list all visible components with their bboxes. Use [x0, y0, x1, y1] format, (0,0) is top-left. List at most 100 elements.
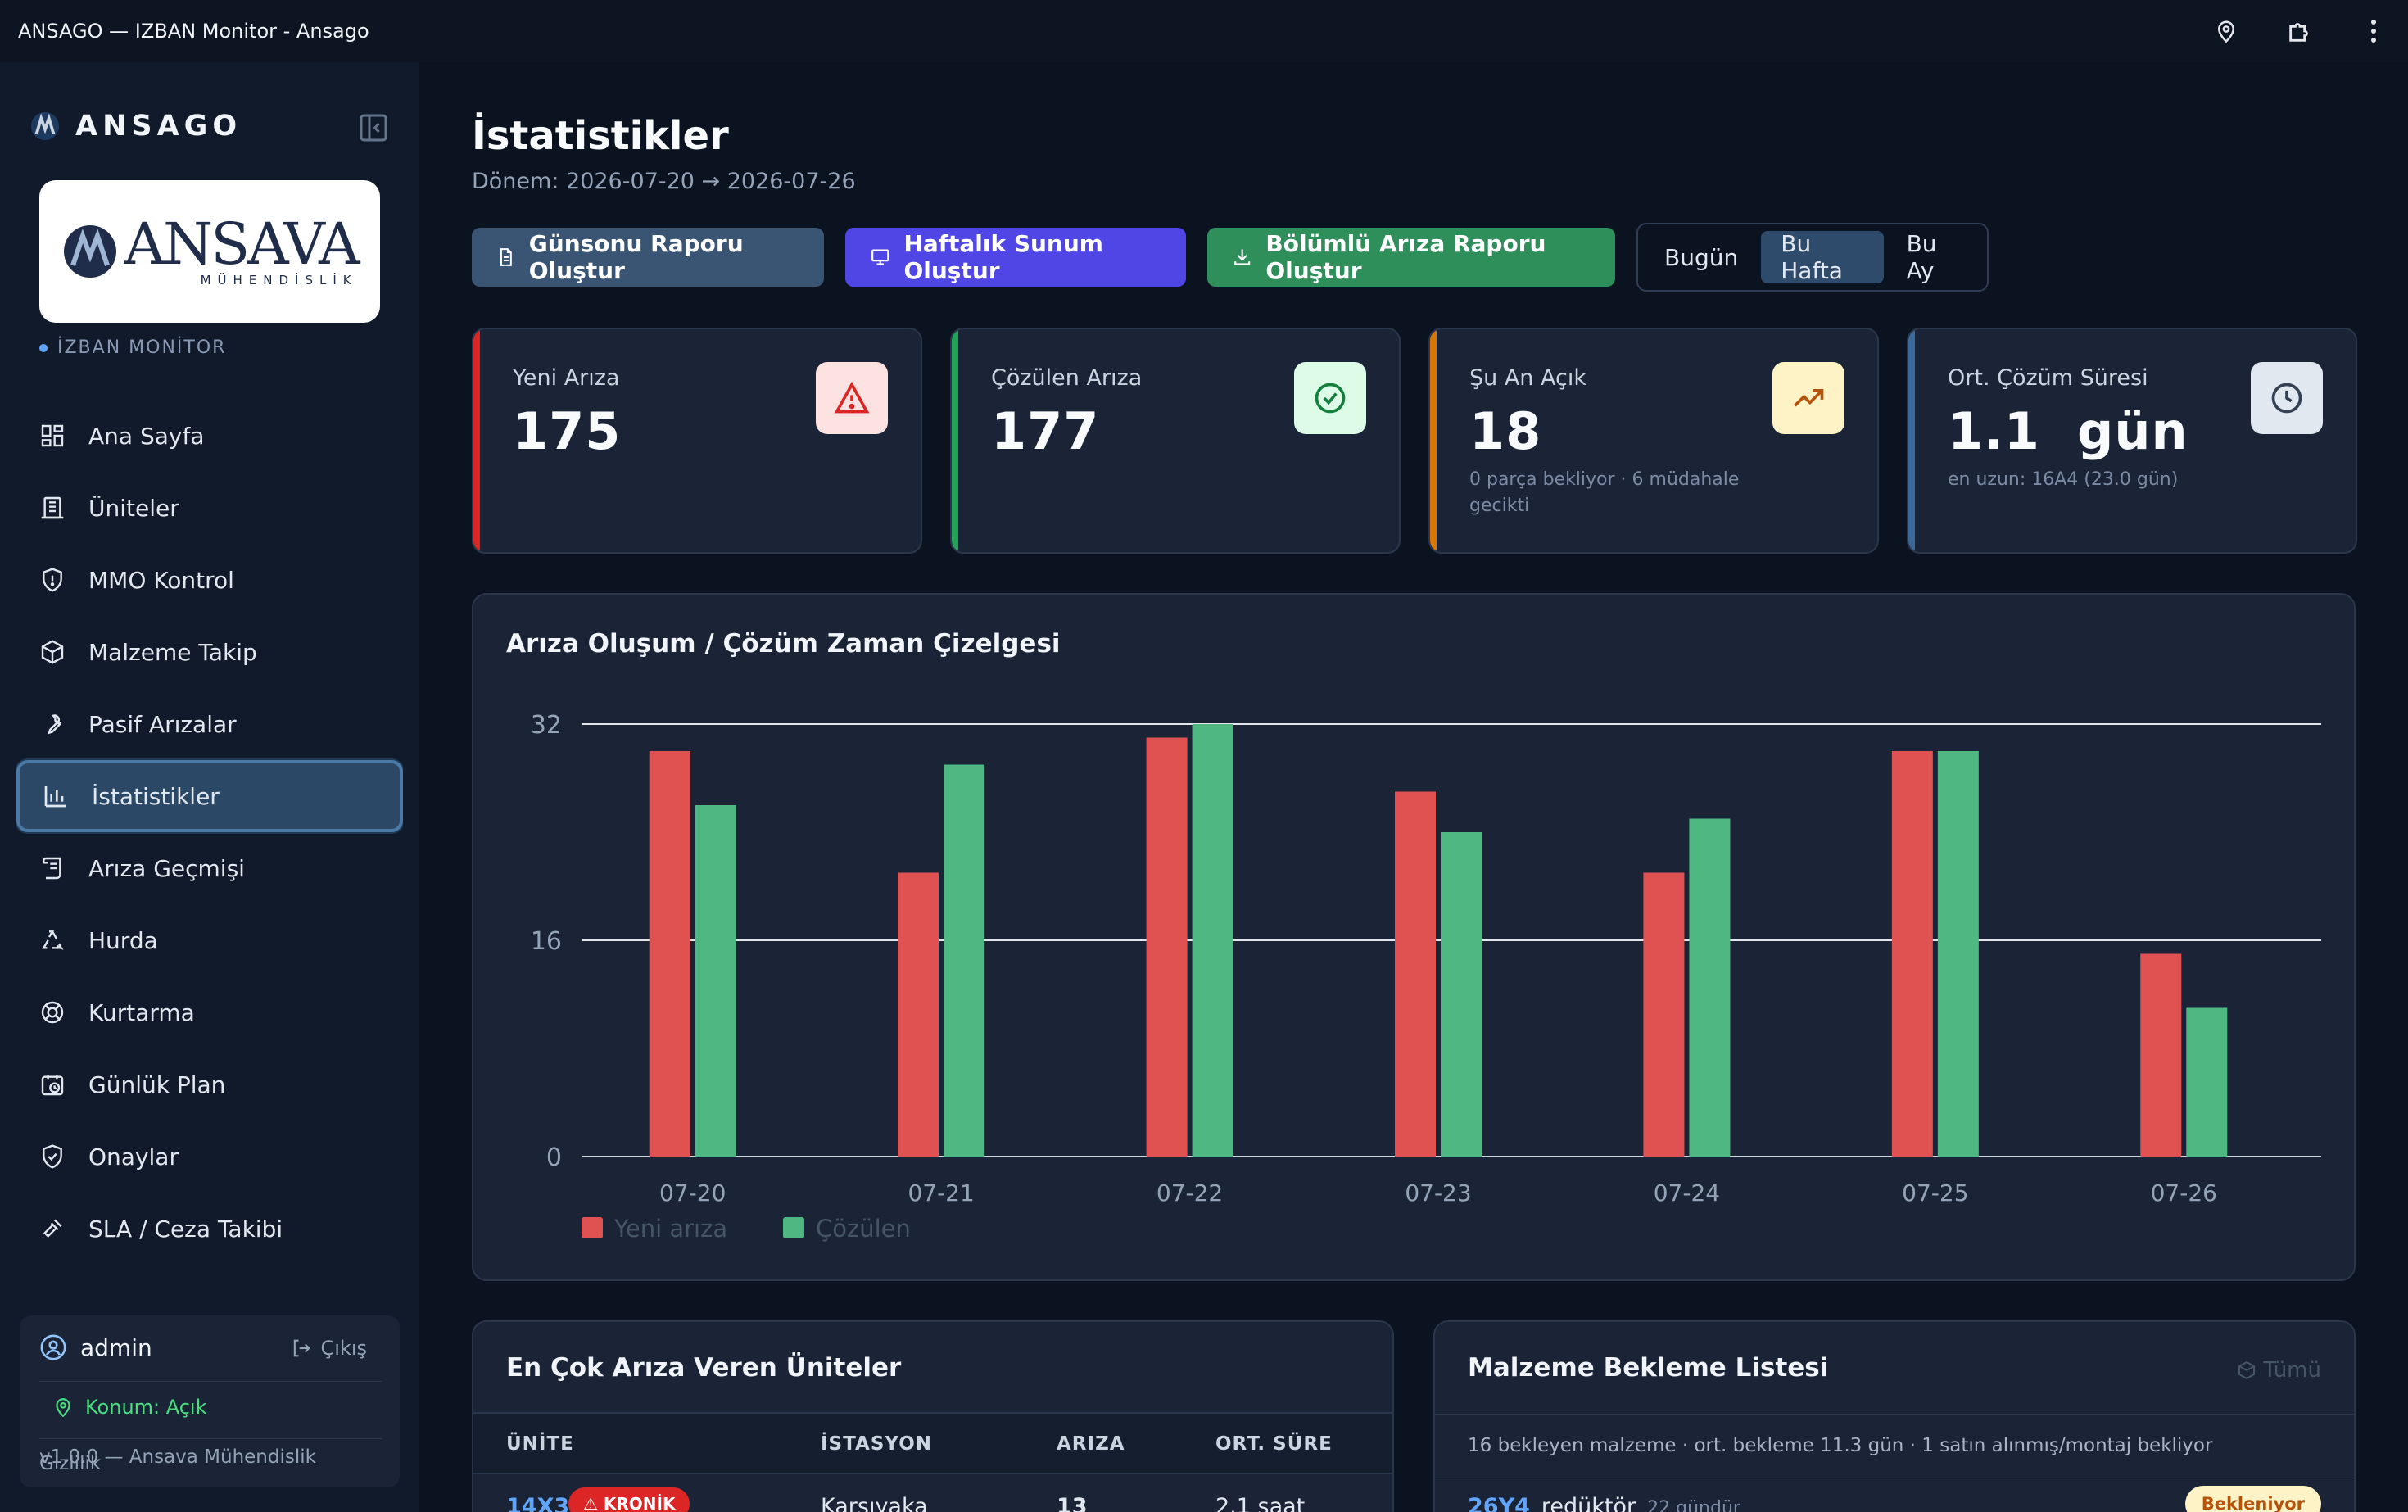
package-icon — [2238, 1360, 2256, 1380]
sidebar-item-onaylar[interactable]: Onaylar — [16, 1120, 403, 1193]
location-status[interactable]: Konum: Açık — [52, 1396, 207, 1419]
sidebar-item-label: Kurtarma — [88, 998, 195, 1026]
window-title: ANSAGO — IZBAN Monitor - Ansago — [18, 20, 369, 43]
stat-cards: Yeni Arıza 175 Çözülen Arıza 177 Şu An A… — [472, 328, 2357, 554]
bar-resolved-07-20 — [695, 805, 736, 1157]
weekly-presentation-button[interactable]: Haftalık Sunum Oluştur — [845, 228, 1186, 287]
card-title: En Çok Arıza Veren Üniteler — [506, 1353, 902, 1383]
monitor-label: İZBAN MONİTOR — [39, 337, 226, 358]
y-tick-label: 16 — [531, 927, 562, 956]
sidebar-item-malzeme-takip[interactable]: Malzeme Takip — [16, 616, 403, 688]
y-tick-label: 32 — [531, 711, 562, 740]
range-this-month[interactable]: Bu Ay — [1906, 230, 1937, 284]
sidebar-item-ana-sayfa[interactable]: Ana Sayfa — [16, 400, 403, 472]
action-bar: Günsonu Raporu Oluştur Haftalık Sunum Ol… — [472, 223, 1989, 292]
chronic-badge: ⚠ KRONİK — [568, 1487, 690, 1512]
x-tick-label: 07-23 — [1405, 1179, 1471, 1206]
wait-duration: 22 gündür — [1647, 1498, 1740, 1512]
extensions-icon[interactable] — [2284, 15, 2316, 48]
sidebar-item-pasif-arizalar[interactable]: Pasif Arızalar — [16, 688, 403, 760]
range-today[interactable]: Bugün — [1664, 243, 1739, 271]
accent-bar — [1430, 329, 1437, 552]
logout-button[interactable]: Çıkış — [290, 1337, 367, 1360]
user-info: admin — [39, 1333, 152, 1361]
stat-value: 18 — [1469, 401, 1542, 461]
location-pin-icon[interactable] — [2210, 15, 2243, 48]
accent-bar — [473, 329, 480, 552]
logo-word: ANSAVA — [124, 211, 360, 278]
column-header: ARIZA — [1057, 1433, 1125, 1455]
brand[interactable]: ANSAGO — [29, 110, 242, 143]
sidebar-item-sla-ceza-takibi[interactable]: SLA / Ceza Takibi — [16, 1193, 403, 1265]
x-tick-label: 07-25 — [1902, 1179, 1968, 1206]
sidebar-item-uniteler[interactable]: Üniteler — [16, 472, 403, 544]
stat-label: Çözülen Arıza — [991, 365, 1143, 391]
unit-link[interactable]: 26Y4 — [1468, 1494, 1530, 1512]
privacy-link[interactable]: Gizlilik — [39, 1453, 102, 1474]
accent-bar — [1908, 329, 1915, 552]
stat-label: Şu An Açık — [1469, 365, 1586, 391]
sidebar-item-label: Ana Sayfa — [88, 422, 205, 450]
scroll-icon — [38, 853, 67, 883]
stat-label: Yeni Arıza — [513, 365, 620, 391]
bar-resolved-07-26 — [2186, 1007, 2228, 1157]
window-titlebar: ANSAGO — IZBAN Monitor - Ansago — [0, 0, 2408, 62]
collapse-sidebar-icon[interactable] — [357, 111, 390, 144]
page-title: İstatistikler — [472, 113, 729, 159]
main-content: İstatistikler Dönem: 2026-07-20 → 2026-0… — [419, 62, 2408, 1512]
sidebar-item-mmo-kontrol[interactable]: MMO Kontrol — [16, 544, 403, 616]
x-tick-label: 07-20 — [659, 1179, 726, 1206]
calendar-clock-icon — [38, 1070, 67, 1099]
stat-card-open-now: Şu An Açık 18 0 parça bekliyor · 6 müdah… — [1428, 328, 1879, 554]
bar-new-07-24 — [1643, 872, 1685, 1157]
legend-swatch — [783, 1217, 804, 1238]
stat-value: 175 — [513, 401, 622, 461]
sidebar-item-label: Onaylar — [88, 1143, 179, 1170]
legend-label: Yeni arıza — [613, 1215, 727, 1243]
status-dot — [39, 343, 48, 352]
sidebar-item-istatistikler[interactable]: İstatistikler — [16, 760, 403, 832]
sidebar-item-label: İstatistikler — [92, 782, 220, 810]
bar-new-07-20 — [649, 751, 690, 1157]
stat-card-avg-resolution: Ort. Çözüm Süresi 1.1 gün en uzun: 16A4 … — [1907, 328, 2357, 554]
sidebar-item-gunluk-plan[interactable]: Günlük Plan — [16, 1048, 403, 1120]
material-summary: 16 bekleyen malzeme · ort. bekleme 11.3 … — [1468, 1435, 2213, 1456]
lifebuoy-icon — [38, 998, 67, 1027]
bar-new-07-25 — [1891, 751, 1933, 1157]
x-tick-label: 07-26 — [2151, 1179, 2217, 1206]
sidebar-item-label: MMO Kontrol — [88, 566, 234, 594]
view-all-link[interactable]: Tümü — [2237, 1358, 2321, 1383]
sidebar-item-ariza-gecmisi[interactable]: Arıza Geçmişi — [16, 832, 403, 904]
stat-value: 1.1 gün — [1948, 401, 2188, 461]
station-cell: Karşıyaka — [821, 1494, 928, 1512]
check-circle-icon — [1294, 362, 1366, 434]
avg-duration-cell: 2.1 saat — [1215, 1494, 1306, 1512]
sidebar-nav: Ana Sayfa Üniteler MMO Kontrol Malzeme T… — [16, 400, 403, 1304]
unit-link[interactable]: 14X3 — [506, 1494, 570, 1512]
stat-value: 177 — [991, 401, 1100, 461]
material-waitlist-card: Malzeme Bekleme Listesi Tümü 16 bekleyen… — [1433, 1320, 2356, 1512]
sectional-report-button[interactable]: Bölümlü Arıza Raporu Oluştur — [1207, 228, 1615, 287]
package-icon — [38, 637, 67, 667]
accent-bar — [952, 329, 958, 552]
sidebar-item-label: Günlük Plan — [88, 1071, 226, 1098]
dashboard-icon — [38, 421, 67, 450]
version-label: v1.0.0 — Ansava Mühendislik — [39, 1446, 316, 1468]
sidebar-item-hurda[interactable]: Hurda — [16, 904, 403, 976]
recycle-icon — [38, 926, 67, 955]
y-tick-label: 0 — [546, 1143, 562, 1172]
gavel-icon — [38, 1214, 67, 1243]
column-header: ÜNİTE — [506, 1433, 574, 1455]
bar-resolved-07-24 — [1689, 818, 1731, 1157]
user-avatar-icon — [40, 1334, 66, 1360]
shield-alert-icon — [38, 565, 67, 595]
range-this-week[interactable]: Bu Hafta — [1761, 230, 1884, 284]
more-menu-icon[interactable] — [2357, 15, 2390, 48]
list-item[interactable]: 26Y4 redüktör 22 gündür — [1468, 1494, 1740, 1512]
legend-label: Çözülen — [816, 1215, 911, 1243]
trending-up-icon — [1772, 362, 1844, 434]
brand-logo-icon — [30, 111, 60, 141]
sidebar-item-kurtarma[interactable]: Kurtarma — [16, 976, 403, 1048]
bar-resolved-07-22 — [1192, 724, 1233, 1157]
daily-report-button[interactable]: Günsonu Raporu Oluştur — [472, 228, 824, 287]
